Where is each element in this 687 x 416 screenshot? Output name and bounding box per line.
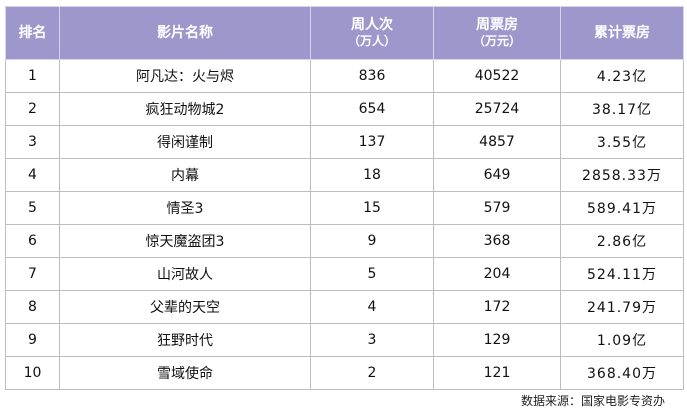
table-cell: 8 <box>5 290 60 324</box>
table-cell: 579 <box>433 191 561 225</box>
table-cell: 25724 <box>433 92 561 126</box>
table-cell: 3 <box>5 125 60 159</box>
table-cell: 589.41万 <box>560 191 684 225</box>
table-cell: 172 <box>433 290 561 324</box>
table-cell: 得闲谨制 <box>59 125 311 159</box>
table-cell: 18 <box>310 158 434 192</box>
table-cell: 1.09亿 <box>560 323 684 357</box>
table-cell: 9 <box>5 323 60 357</box>
table-row: 3 得闲谨制 137 4857 3.55亿 <box>5 125 684 159</box>
header-cell: 周人次 （万人） <box>310 6 434 60</box>
table-cell: 雪域使命 <box>59 356 311 390</box>
table-cell: 4 <box>5 158 60 192</box>
table-cell: 2.86亿 <box>560 224 684 258</box>
table-cell: 4 <box>310 290 434 324</box>
header-cell: 排名 <box>5 6 60 60</box>
table-cell: 2 <box>310 356 434 390</box>
table-cell: 惊天魔盗团3 <box>59 224 311 258</box>
header-text: 周人次 <box>351 17 393 33</box>
table-cell: 40522 <box>433 59 561 93</box>
header-cell: 周票房 （万元） <box>433 6 561 60</box>
table-cell: 10 <box>5 356 60 390</box>
table-cell: 241.79万 <box>560 290 684 324</box>
table-cell: 204 <box>433 257 561 291</box>
table-cell: 3.55亿 <box>560 125 684 159</box>
table-cell: 7 <box>5 257 60 291</box>
table-cell: 368 <box>433 224 561 258</box>
table-cell: 2 <box>5 92 60 126</box>
table-cell: 2858.33万 <box>560 158 684 192</box>
table-cell: 阿凡达：火与烬 <box>59 59 311 93</box>
table-row: 8 父辈的天空 4 172 241.79万 <box>5 290 684 324</box>
table-cell: 父辈的天空 <box>59 290 311 324</box>
table-row: 1 阿凡达：火与烬 836 40522 4.23亿 <box>5 59 684 93</box>
table-cell: 4857 <box>433 125 561 159</box>
table-cell: 129 <box>433 323 561 357</box>
table-cell: 836 <box>310 59 434 93</box>
table-cell: 狂野时代 <box>59 323 311 357</box>
table-cell: 内幕 <box>59 158 311 192</box>
table-cell: 368.40万 <box>560 356 684 390</box>
table-row: 9 狂野时代 3 129 1.09亿 <box>5 323 684 357</box>
header-row: 排名 影片名称 周人次 （万人） 周票房 （万元） 累计票房 <box>5 6 684 60</box>
table-row: 4 内幕 18 649 2858.33万 <box>5 158 684 192</box>
table-cell: 疯狂动物城2 <box>59 92 311 126</box>
table-row: 7 山河故人 5 204 524.11万 <box>5 257 684 291</box>
table-row: 10 雪域使命 2 121 368.40万 <box>5 356 684 390</box>
table-cell: 15 <box>310 191 434 225</box>
table-cell: 1 <box>5 59 60 93</box>
table-cell: 6 <box>5 224 60 258</box>
header-cell: 影片名称 <box>59 6 311 60</box>
table-row: 2 疯狂动物城2 654 25724 38.17亿 <box>5 92 684 126</box>
header-text: 周票房 <box>476 17 518 33</box>
table-row: 6 惊天魔盗团3 9 368 2.86亿 <box>5 224 684 258</box>
table-body: 1 阿凡达：火与烬 836 40522 4.23亿 2 疯狂动物城2 654 25724 38.1… <box>5 59 684 390</box>
table-row: 5 情圣3 15 579 589.41万 <box>5 191 684 225</box>
table-cell: 38.17亿 <box>560 92 684 126</box>
table-cell: 121 <box>433 356 561 390</box>
header-text: 影片名称 <box>157 25 213 41</box>
header-unit: （万元） <box>472 34 521 48</box>
table-cell: 山河故人 <box>59 257 311 291</box>
header-text: 累计票房 <box>594 25 650 41</box>
table-cell: 654 <box>310 92 434 126</box>
table-cell: 524.11万 <box>560 257 684 291</box>
header-unit: （万人） <box>347 34 396 48</box>
box-office-table: 排名 影片名称 周人次 （万人） 周票房 （万元） 累计票房 1 阿凡达：火与烬 836 4052… <box>5 6 684 390</box>
table-cell: 5 <box>310 257 434 291</box>
table-cell: 9 <box>310 224 434 258</box>
header-text: 排名 <box>18 25 47 41</box>
table-cell: 4.23亿 <box>560 59 684 93</box>
table-cell: 649 <box>433 158 561 192</box>
source-note: 数据来源：国家电影专资办 <box>520 394 665 408</box>
table-cell: 3 <box>310 323 434 357</box>
table-cell: 情圣3 <box>59 191 311 225</box>
table-cell: 5 <box>5 191 60 225</box>
table-cell: 137 <box>310 125 434 159</box>
header-cell: 累计票房 <box>560 6 684 60</box>
